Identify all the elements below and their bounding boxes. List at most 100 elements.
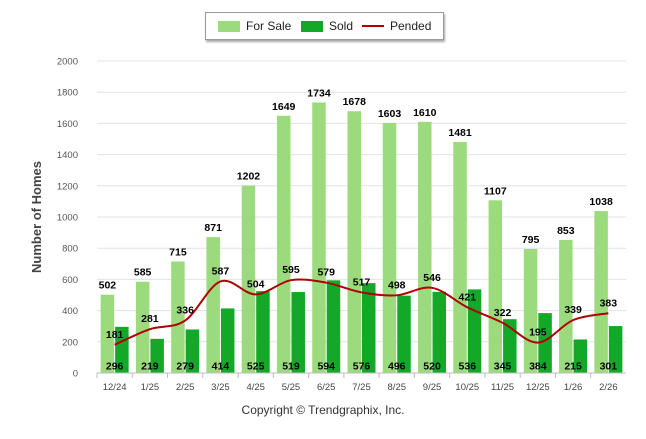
x-tick-label: 12/25 — [526, 382, 550, 393]
x-tick-label: 10/25 — [455, 382, 479, 393]
data-label-pended: 281 — [141, 313, 159, 325]
bar-sold — [503, 319, 517, 373]
bar-for-sale — [523, 248, 538, 373]
data-label-pended: 504 — [247, 278, 265, 290]
legend-line-pended — [362, 25, 384, 27]
bar-sold — [185, 329, 200, 373]
x-tick-label: 4/25 — [246, 382, 265, 393]
data-label-for-sale: 1678 — [343, 96, 367, 108]
bar-sold — [326, 280, 341, 373]
data-label-for-sale: 853 — [557, 225, 575, 237]
bar-sold — [150, 338, 164, 373]
data-label-pended: 336 — [176, 305, 194, 317]
data-label-sold: 536 — [459, 361, 477, 373]
bar-sold — [573, 339, 588, 373]
x-tick-label: 7/25 — [352, 382, 371, 393]
bar-sold — [608, 326, 623, 373]
data-label-pended: 421 — [459, 291, 477, 303]
x-tick-label: 1/25 — [141, 382, 160, 393]
data-label-sold: 384 — [529, 361, 547, 373]
y-tick-label: 200 — [62, 337, 78, 348]
data-label-pended: 546 — [423, 272, 441, 284]
legend-item-pended[interactable]: Pended — [362, 13, 431, 39]
bar-sold — [220, 308, 235, 373]
data-label-for-sale: 502 — [99, 280, 117, 292]
legend: For Sale Sold Pended — [205, 12, 444, 40]
data-label-sold: 219 — [141, 361, 159, 373]
bar-for-sale — [594, 211, 608, 373]
y-tick-label: 800 — [62, 244, 78, 255]
x-tick-label: 5/25 — [282, 382, 301, 393]
data-label-pended: 595 — [282, 264, 300, 276]
grid-layer — [97, 60, 626, 374]
legend-label-pended: Pended — [390, 19, 432, 33]
bar-for-sale — [559, 239, 573, 373]
legend-item-sold[interactable]: Sold — [301, 13, 353, 39]
bar-for-sale — [347, 111, 361, 374]
data-label-sold: 519 — [282, 361, 300, 373]
x-tick-label: 12/24 — [103, 382, 127, 393]
bar-for-sale — [206, 237, 220, 373]
y-axis-title: Number of Homes — [29, 161, 44, 273]
legend-item-for-sale[interactable]: For Sale — [218, 13, 291, 39]
bar-for-sale — [418, 121, 432, 373]
data-label-for-sale: 1107 — [484, 185, 507, 197]
data-label-pended: 181 — [106, 329, 124, 341]
y-tick-label: 1400 — [57, 150, 78, 161]
bar-for-sale — [171, 261, 185, 373]
bar-for-sale — [382, 122, 397, 373]
legend-label-sold: Sold — [329, 19, 354, 33]
axis-layer: 0 200 400 600 800 1000 1200 1400 1600 1800 2000 12/… — [57, 57, 626, 393]
bar-sold — [291, 292, 305, 373]
data-label-sold: 296 — [106, 361, 124, 373]
line-pended — [114, 278, 609, 346]
data-label-sold: 594 — [317, 361, 335, 373]
x-tick-label: 8/25 — [388, 382, 407, 393]
bar-for-sale — [100, 294, 115, 373]
label-layer: 502 585 715 871 1202 1649 1734 1678 1603 1610 1481… — [99, 87, 618, 372]
x-tick-label: 2/26 — [599, 382, 618, 393]
legend-label-for-sale: For Sale — [246, 19, 292, 33]
data-label-for-sale: 871 — [204, 222, 222, 234]
data-label-pended: 498 — [388, 279, 406, 291]
legend-swatch-sold — [301, 20, 323, 32]
data-label-sold: 345 — [494, 361, 512, 373]
x-tick-label: 6/25 — [317, 382, 336, 393]
data-label-for-sale: 715 — [169, 246, 187, 258]
data-label-for-sale: 1603 — [378, 108, 402, 120]
data-label-sold: 496 — [388, 361, 406, 373]
data-label-for-sale: 1734 — [307, 87, 331, 99]
data-label-for-sale: 1610 — [413, 107, 437, 119]
y-tick-label: 400 — [62, 306, 78, 317]
line-layer — [114, 278, 609, 346]
y-tick-label: 1800 — [57, 88, 78, 99]
data-label-sold: 576 — [353, 361, 371, 373]
data-label-sold: 520 — [423, 361, 441, 373]
data-label-for-sale: 1481 — [448, 127, 472, 139]
bar-layer — [100, 102, 623, 374]
bar-sold — [256, 291, 270, 373]
bar-for-sale — [241, 185, 256, 373]
x-tick-label: 2/25 — [176, 382, 195, 393]
x-tick-label: 9/25 — [423, 382, 442, 393]
y-tick-label: 2000 — [57, 57, 78, 68]
bar-for-sale — [135, 281, 150, 373]
data-label-for-sale: 1202 — [237, 170, 261, 182]
data-label-pended: 322 — [494, 307, 512, 319]
bar-for-sale — [276, 115, 291, 374]
bar-sold — [538, 313, 552, 373]
data-label-sold: 525 — [247, 361, 265, 373]
data-label-sold: 215 — [564, 361, 582, 373]
data-label-for-sale: 1649 — [272, 101, 296, 113]
x-tick-label: 11/25 — [491, 382, 514, 393]
bar-for-sale — [312, 102, 326, 373]
x-tick-label: 1/26 — [564, 382, 583, 393]
data-label-sold: 279 — [176, 361, 194, 373]
bar-for-sale — [488, 200, 503, 373]
bar-for-sale — [453, 141, 467, 373]
data-label-for-sale: 585 — [134, 267, 152, 279]
y-tick-label: 0 — [73, 369, 78, 380]
bar-sold — [432, 291, 447, 373]
